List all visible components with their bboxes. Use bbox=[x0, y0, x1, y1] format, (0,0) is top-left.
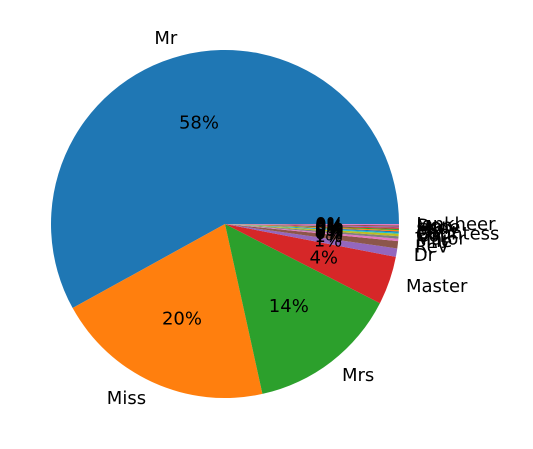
pie-slice-mr bbox=[51, 50, 400, 309]
slice-percent-master: 4% bbox=[309, 247, 338, 268]
slice-label-jonkheer: Jonkheer bbox=[415, 214, 496, 235]
slice-label-lady: Lady bbox=[416, 218, 459, 239]
slice-label-mr: Mr bbox=[154, 28, 178, 49]
pie-slice-lady bbox=[225, 224, 399, 229]
pie-slice-dr bbox=[225, 224, 398, 257]
slice-label-master: Master bbox=[406, 276, 468, 297]
pie-slice-mlle bbox=[225, 224, 399, 242]
slice-percent-col: 0% bbox=[315, 220, 344, 241]
slice-percent-major: 0% bbox=[315, 222, 344, 243]
slice-label-major: Major bbox=[416, 228, 467, 249]
slice-percent-rev: 1% bbox=[314, 226, 343, 247]
pie-slice-master bbox=[225, 224, 396, 304]
slice-label-capt: Capt bbox=[416, 222, 458, 243]
pie-slice-miss bbox=[72, 224, 263, 399]
pie-slice-don bbox=[225, 224, 399, 227]
slice-label-don: Don bbox=[416, 216, 452, 237]
slice-percent-don: 0% bbox=[315, 215, 344, 236]
slice-percent-mlle: 0% bbox=[315, 223, 344, 244]
slice-label-mme: Mme bbox=[416, 217, 460, 238]
slice-label-ms: Ms bbox=[416, 221, 441, 242]
slice-percent-sir: 0% bbox=[315, 217, 344, 238]
pie-slice-mrs bbox=[225, 224, 380, 394]
pie-slices bbox=[51, 50, 400, 399]
slice-labels: Mr Miss Mrs Master DrRevMlleMajorColCountess… bbox=[107, 28, 500, 409]
slice-label-rev: Rev bbox=[415, 236, 449, 257]
slice-label-mrs: Mrs bbox=[342, 365, 374, 386]
pie-slice-countess bbox=[225, 224, 399, 234]
pie-slice-sir bbox=[225, 224, 399, 231]
pie-slice-rev bbox=[225, 224, 399, 249]
slice-label-countess: Countess bbox=[416, 224, 499, 245]
slice-label-mlle: Mlle bbox=[416, 231, 453, 252]
pie-slice-mme bbox=[225, 224, 399, 228]
pie-slice-capt bbox=[225, 224, 399, 233]
slice-percent-mme: 0% bbox=[315, 215, 344, 236]
slice-percent-jonkheer: 0% bbox=[315, 214, 344, 235]
slice-percent-countess: 0% bbox=[315, 219, 344, 240]
pie-slice-major bbox=[225, 224, 399, 239]
pie-slice-jonkheer bbox=[225, 224, 400, 226]
slice-label-dr: Dr bbox=[414, 245, 436, 266]
slice-percent-ms: 0% bbox=[315, 218, 344, 239]
slice-percent-labels: 58%20%14%4%1%1%0%0%0%0%0%0%0%0%0%0%0% bbox=[162, 112, 344, 329]
slice-percent-capt: 0% bbox=[315, 218, 344, 239]
slice-percent-dr: 1% bbox=[314, 231, 343, 252]
slice-label-col: Col bbox=[416, 226, 445, 247]
pie-slice-ms bbox=[225, 224, 399, 232]
slice-label-sir: Sir bbox=[416, 220, 440, 241]
slice-percent-lady: 0% bbox=[315, 216, 344, 237]
slice-label-miss: Miss bbox=[107, 388, 146, 409]
slice-percent-mr: 58% bbox=[179, 112, 219, 133]
slice-percent-miss: 20% bbox=[162, 309, 202, 330]
slice-percent-mrs: 14% bbox=[269, 296, 309, 317]
pie-slice-col bbox=[225, 224, 399, 237]
